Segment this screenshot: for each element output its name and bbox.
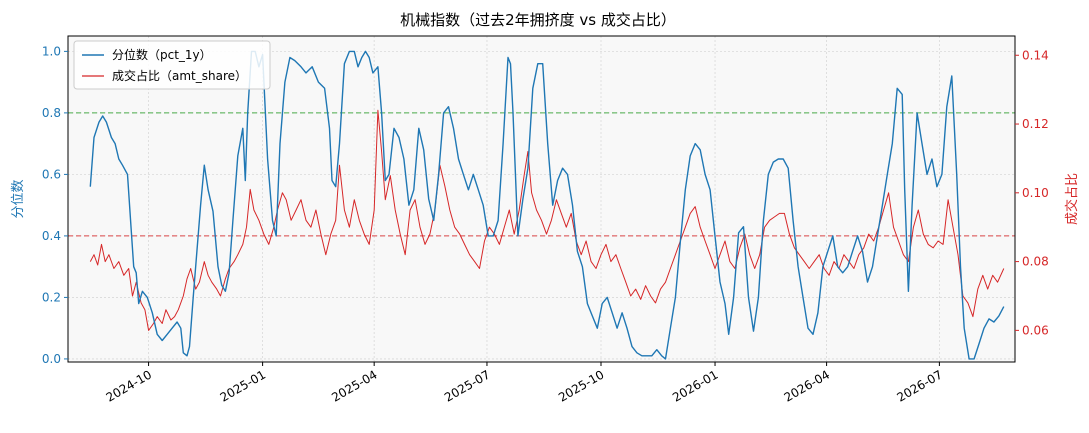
y-left-axis: 0.0 0.2 0.4 0.6 0.8 1.0 [42,44,68,366]
x-tick-label: 2025-04 [329,367,379,404]
x-tick-label: 2025-01 [218,367,268,404]
legend: 分位数（pct_1y） 成交占比（amt_share） [73,40,271,90]
x-tick-label: 2025-07 [442,367,492,404]
plot-frame [67,35,1016,363]
y-right-axis: 0.06 0.08 0.10 0.12 0.14 [1015,48,1049,337]
plot-background [68,36,1015,362]
x-tick-label: 2024-10 [104,367,154,404]
legend-box [73,40,271,90]
y-left-tick-label: 0.8 [42,106,61,120]
legend-label-amt: 成交占比（amt_share） [112,68,247,83]
x-tick-label: 2026-01 [670,367,720,404]
y-left-tick-label: 0.2 [42,290,61,304]
y-right-tick-label: 0.10 [1022,186,1049,200]
series-line-pct [89,50,1005,360]
series-line-amt [89,109,1005,331]
y-left-tick-label: 0.6 [42,167,61,181]
x-tick-label: 2026-04 [782,367,832,404]
y-right-tick-label: 0.14 [1022,48,1049,62]
series-layer [89,50,1005,360]
reference-lines [68,112,1015,237]
y-right-tick-label: 0.08 [1022,255,1049,269]
y-right-tick-label: 0.06 [1022,323,1049,337]
y-right-axis-label: 成交占比 [1064,173,1080,225]
x-tick-label: 2026-07 [894,367,944,404]
x-tick-label: 2025-10 [556,367,606,404]
x-axis: 2024-10 2025-01 2025-04 2025-07 2025-10 2026-… [104,362,945,405]
y-left-tick-label: 1.0 [42,44,61,58]
chart-title: 机械指数（过去2年拥挤度 vs 成交占比） [400,11,676,29]
y-right-tick-label: 0.12 [1022,117,1049,131]
y-left-tick-label: 0.4 [42,229,61,243]
y-left-axis-label: 分位数 [11,179,26,218]
legend-label-pct: 分位数（pct_1y） [112,47,212,62]
y-left-tick-label: 0.0 [42,352,61,366]
